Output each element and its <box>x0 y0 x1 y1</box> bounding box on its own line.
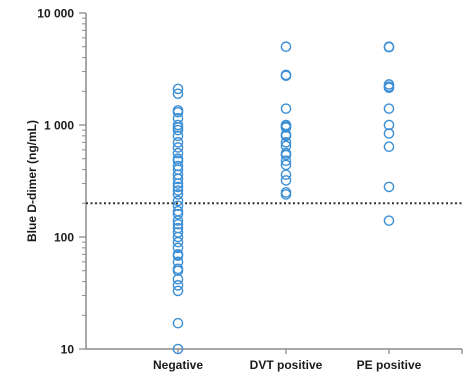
y-axis-label: Blue D-dimer (ng/mL) <box>25 120 39 242</box>
data-point <box>383 181 395 193</box>
data-point <box>172 236 184 248</box>
data-point <box>172 137 184 148</box>
y-tick-label: 1 000 <box>44 119 74 133</box>
data-point <box>172 142 184 153</box>
data-point <box>172 181 184 193</box>
data-point <box>172 173 184 185</box>
data-point <box>172 242 184 254</box>
data-point <box>383 128 395 139</box>
data-point <box>172 265 184 277</box>
data-point <box>280 169 292 180</box>
data-point <box>172 83 184 95</box>
data-point <box>280 122 292 133</box>
data-point <box>172 189 184 200</box>
data-point <box>172 124 184 136</box>
data-point <box>172 273 184 285</box>
data-point <box>172 280 184 291</box>
y-tick-label: 10 000 <box>37 7 74 21</box>
data-point <box>172 178 184 189</box>
data-point <box>172 250 184 262</box>
data-point <box>383 215 395 226</box>
data-point <box>172 208 184 220</box>
data-point <box>280 149 292 161</box>
data-point <box>383 82 395 94</box>
data-point <box>383 103 395 114</box>
data-point <box>383 141 395 153</box>
data-point <box>280 130 292 142</box>
data-point <box>172 317 184 329</box>
y-tick-label: 100 <box>54 231 74 245</box>
points-layer <box>172 41 395 355</box>
data-point <box>280 41 292 53</box>
data-point <box>172 218 184 230</box>
data-point <box>172 147 184 159</box>
data-point <box>172 343 184 355</box>
data-point <box>172 200 184 212</box>
data-point <box>383 119 395 131</box>
labels-layer: 10 100 1 000 10 000 Negative DVT positive PE p… <box>25 7 422 373</box>
data-point <box>172 195 184 207</box>
data-point <box>172 130 184 142</box>
data-point <box>280 155 292 167</box>
x-tick-label: Negative <box>153 358 203 372</box>
x-tick-label: PE positive <box>357 358 422 372</box>
data-point <box>172 215 184 226</box>
data-point <box>172 106 184 118</box>
axes-layer <box>79 12 463 354</box>
data-point <box>383 41 395 53</box>
data-point <box>280 175 292 186</box>
data-point <box>280 103 292 114</box>
data-point <box>172 88 184 100</box>
data-point <box>172 185 184 196</box>
data-point <box>280 70 292 82</box>
data-point <box>172 285 184 297</box>
data-point <box>280 137 292 148</box>
data-point <box>280 189 292 200</box>
data-point <box>172 231 184 243</box>
y-tick-label: 10 <box>61 343 75 357</box>
x-tick-label: DVT positive <box>250 358 323 372</box>
